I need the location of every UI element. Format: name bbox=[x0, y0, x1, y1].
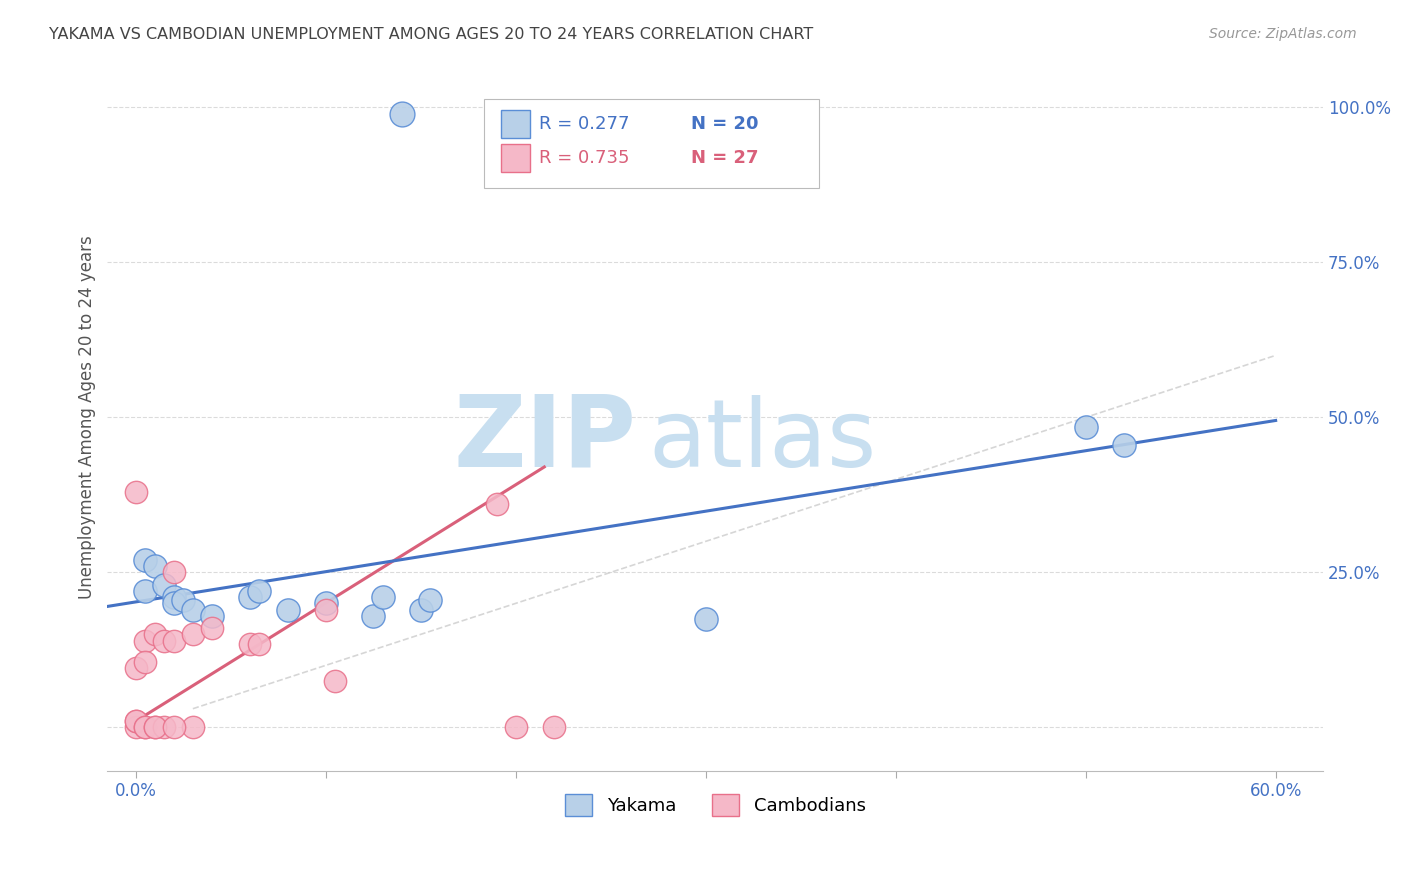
Point bbox=[125, 714, 148, 728]
FancyBboxPatch shape bbox=[484, 99, 818, 187]
Point bbox=[143, 720, 166, 734]
Point bbox=[1074, 419, 1097, 434]
Point bbox=[315, 602, 337, 616]
Point bbox=[1112, 438, 1135, 452]
Point bbox=[143, 720, 166, 734]
Point bbox=[371, 590, 394, 604]
Point bbox=[163, 596, 186, 610]
FancyBboxPatch shape bbox=[502, 110, 530, 138]
Point bbox=[163, 590, 186, 604]
Y-axis label: Unemployment Among Ages 20 to 24 years: Unemployment Among Ages 20 to 24 years bbox=[79, 235, 96, 599]
Point bbox=[153, 578, 176, 592]
Point bbox=[277, 602, 299, 616]
Point bbox=[153, 720, 176, 734]
Point bbox=[134, 583, 156, 598]
Point bbox=[247, 637, 270, 651]
Point bbox=[201, 608, 224, 623]
Point bbox=[543, 720, 565, 734]
Point bbox=[125, 484, 148, 499]
Point bbox=[125, 661, 148, 675]
Point bbox=[485, 497, 508, 511]
Point bbox=[409, 602, 432, 616]
Point bbox=[134, 633, 156, 648]
Point bbox=[134, 553, 156, 567]
Text: YAKAMA VS CAMBODIAN UNEMPLOYMENT AMONG AGES 20 TO 24 YEARS CORRELATION CHART: YAKAMA VS CAMBODIAN UNEMPLOYMENT AMONG A… bbox=[49, 27, 814, 42]
Point bbox=[201, 621, 224, 635]
Point bbox=[419, 593, 441, 607]
Point bbox=[163, 720, 186, 734]
Legend: Yakama, Cambodians: Yakama, Cambodians bbox=[555, 785, 875, 825]
FancyBboxPatch shape bbox=[502, 144, 530, 172]
Point bbox=[363, 608, 385, 623]
Point bbox=[143, 559, 166, 574]
Point bbox=[181, 627, 204, 641]
Point bbox=[695, 612, 717, 626]
Point bbox=[247, 583, 270, 598]
Point bbox=[391, 106, 413, 120]
Point bbox=[325, 673, 347, 688]
Text: N = 27: N = 27 bbox=[690, 149, 758, 167]
Point bbox=[172, 593, 194, 607]
Point bbox=[143, 627, 166, 641]
Text: Source: ZipAtlas.com: Source: ZipAtlas.com bbox=[1209, 27, 1357, 41]
Point bbox=[181, 720, 204, 734]
Text: ZIP: ZIP bbox=[453, 390, 637, 487]
Text: R = 0.735: R = 0.735 bbox=[538, 149, 630, 167]
Point bbox=[181, 602, 204, 616]
Text: R = 0.277: R = 0.277 bbox=[538, 115, 630, 133]
Point bbox=[125, 720, 148, 734]
Point bbox=[125, 714, 148, 728]
Point bbox=[239, 590, 262, 604]
Point bbox=[505, 720, 527, 734]
Text: N = 20: N = 20 bbox=[690, 115, 758, 133]
Text: atlas: atlas bbox=[648, 394, 877, 487]
Point bbox=[315, 596, 337, 610]
Point bbox=[134, 720, 156, 734]
Point bbox=[134, 720, 156, 734]
Point bbox=[239, 637, 262, 651]
Point bbox=[153, 633, 176, 648]
Point bbox=[163, 633, 186, 648]
Point bbox=[163, 566, 186, 580]
Point bbox=[134, 655, 156, 669]
